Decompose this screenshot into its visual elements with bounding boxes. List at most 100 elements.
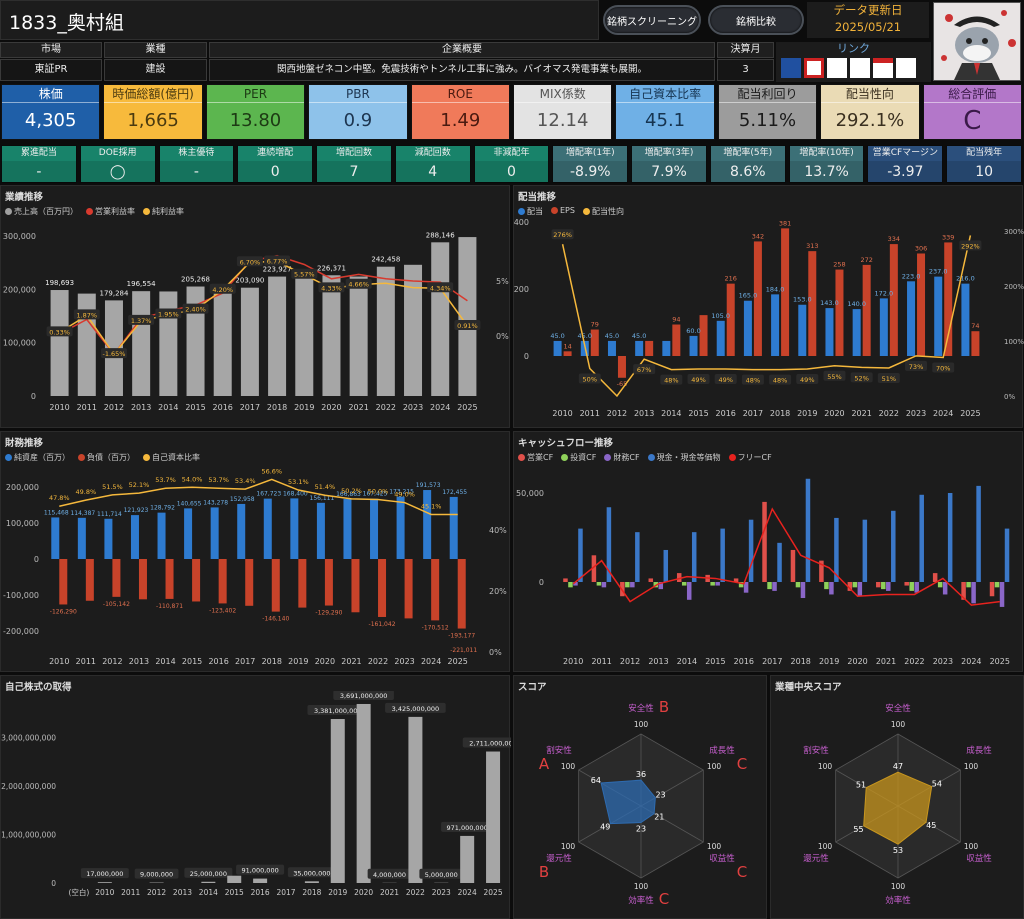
financial-panel: 財務推移 純資産（百万） 負債（百万） 自己資本比率 200,000 100,000 0… bbox=[0, 431, 510, 672]
y-tick-label: 50,000 bbox=[516, 489, 544, 498]
buyback-panel: 自己株式の取得 3,000,000,000 2,000,000,000 1,000,… bbox=[0, 675, 511, 919]
sales-label: 179,284 bbox=[99, 289, 128, 297]
buyback-label-bg bbox=[367, 868, 412, 879]
ratio-label-bg bbox=[633, 364, 656, 375]
links-header: リンク bbox=[837, 42, 870, 55]
radar-axis-label: 割安性 bbox=[546, 745, 572, 756]
equity-ratio-label: 52.1% bbox=[129, 481, 150, 489]
buyback-bar bbox=[253, 878, 268, 883]
eps-label: 342 bbox=[752, 232, 764, 240]
eps-bar bbox=[835, 269, 844, 356]
radar-max-label: 100 bbox=[891, 882, 906, 891]
y-tick-label: 1,000,000,000 bbox=[1, 831, 56, 840]
liabilities-bar bbox=[378, 559, 387, 617]
liabilities-bar bbox=[324, 559, 333, 606]
cf-bar bbox=[573, 582, 578, 586]
cf-bar bbox=[876, 582, 881, 588]
net-assets-label: 121,923 bbox=[124, 507, 149, 514]
x-tick-label: 2023 bbox=[432, 888, 451, 897]
kpi-value: 0.9 bbox=[343, 110, 373, 131]
equity-ratio-label: 56.6% bbox=[261, 467, 282, 475]
radar-value: 49 bbox=[600, 823, 610, 832]
x-tick-label: (空白) bbox=[69, 887, 90, 897]
equity-ratio-line bbox=[59, 478, 458, 516]
legend-item: EPS bbox=[551, 206, 575, 217]
compare-button[interactable]: 銘柄比較 bbox=[708, 5, 804, 35]
equity-ratio-label: 51.4% bbox=[315, 483, 336, 491]
liabilities-label: -105,142 bbox=[103, 601, 130, 608]
profile-icon[interactable] bbox=[827, 58, 847, 78]
kpi-label: 株価 bbox=[2, 85, 100, 103]
ir-bank-icon[interactable] bbox=[781, 58, 801, 78]
radar-grade: A bbox=[539, 755, 550, 773]
yutai-icon[interactable] bbox=[896, 58, 916, 78]
radar-axis-label: 割安性 bbox=[803, 745, 829, 756]
cf-bar bbox=[733, 578, 739, 582]
ratio-label-bg bbox=[551, 229, 574, 240]
equity-ratio-label: 50.0% bbox=[368, 488, 389, 496]
eps-label: 74 bbox=[971, 322, 979, 330]
buyback-label-bg bbox=[307, 705, 369, 716]
y-tick-label: 400 bbox=[514, 218, 529, 227]
legend-item: フリーCF bbox=[728, 452, 772, 463]
liabilities-label: -123,402 bbox=[209, 607, 236, 614]
dividend-label: 223.0 bbox=[902, 272, 921, 280]
net-assets-label: 191,573 bbox=[416, 482, 441, 489]
y2-tick-label: 0% bbox=[1004, 393, 1015, 401]
minkabu-icon[interactable] bbox=[873, 58, 893, 78]
chart-icon[interactable] bbox=[850, 58, 870, 78]
x-tick-label: 2019 bbox=[294, 403, 314, 412]
cf-bar bbox=[676, 573, 682, 582]
net-label-bg bbox=[264, 255, 291, 266]
radar-max-label: 100 bbox=[561, 842, 576, 851]
dividend-label: 140.0 bbox=[847, 300, 866, 308]
stat-value: 4 bbox=[395, 161, 470, 183]
net-assets-label: 111,714 bbox=[97, 511, 122, 518]
x-tick-label: 2013 bbox=[648, 657, 668, 666]
x-tick-label: 2016 bbox=[716, 409, 736, 418]
net-margin-line bbox=[59, 260, 469, 356]
eps-label: 339 bbox=[942, 233, 954, 241]
stat-value: - bbox=[2, 161, 76, 183]
sales-label: 226,371 bbox=[317, 264, 346, 272]
equity-ratio-label: 45.1% bbox=[421, 502, 442, 510]
kpi-value: C bbox=[963, 106, 982, 136]
radar-value: 54 bbox=[932, 780, 942, 789]
kpi-label: 配当利回り bbox=[718, 85, 817, 103]
equity-ratio-label: 53.7% bbox=[208, 476, 229, 484]
kabutan-icon[interactable] bbox=[804, 58, 824, 78]
payout-ratio-label: 48% bbox=[664, 377, 678, 385]
x-tick-label: 2024 bbox=[458, 888, 477, 897]
dividend-label: 184.0 bbox=[766, 285, 785, 293]
net-assets-label: 166,863 bbox=[336, 491, 361, 498]
legend-item: 配当性向 bbox=[582, 206, 624, 217]
screening-button[interactable]: 銘柄スクリーニング bbox=[603, 5, 701, 35]
x-tick-label: 2020 bbox=[847, 657, 867, 666]
stat-value: 13.7% bbox=[789, 161, 864, 183]
industry-value: 建設 bbox=[104, 59, 207, 81]
financial-chart: 200,000 100,000 0 -100,000 -200,000 40% 20% 0% 2… bbox=[3, 467, 507, 666]
net-assets-label: 143,278 bbox=[203, 499, 228, 506]
x-tick-label: 2015 bbox=[182, 657, 202, 666]
buyback-bar bbox=[356, 703, 371, 883]
stat-label: 増配回数 bbox=[335, 148, 372, 158]
ratio-label-bg bbox=[823, 370, 846, 381]
radar-grade: B bbox=[659, 698, 669, 716]
equity-ratio-label: 50.2% bbox=[341, 487, 362, 495]
sales-bar bbox=[268, 276, 287, 396]
dividend-label: 105.0 bbox=[711, 312, 730, 320]
stat-value: ◯ bbox=[80, 161, 155, 183]
stat-card: 減配回数 4 bbox=[394, 145, 471, 183]
buyback-bar bbox=[408, 716, 423, 883]
liabilities-bar bbox=[351, 559, 360, 613]
x-tick-label: 2023 bbox=[394, 657, 414, 666]
sales-bar bbox=[159, 291, 178, 396]
cf-bar bbox=[942, 582, 948, 595]
cf-bar bbox=[658, 582, 664, 590]
cf-bar bbox=[578, 528, 583, 582]
net-margin-label: 4.66% bbox=[348, 281, 369, 289]
radar-axis-label: 還元性 bbox=[546, 853, 572, 864]
stat-card: 増配率(10年) 13.7% bbox=[788, 145, 865, 183]
x-tick-label: 2011 bbox=[591, 657, 611, 666]
y-tick-label: 100,000 bbox=[6, 519, 39, 528]
